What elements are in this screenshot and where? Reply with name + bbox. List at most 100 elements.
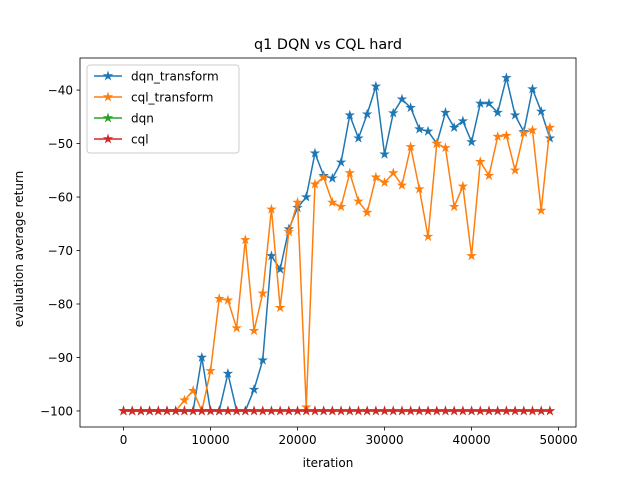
data-point-cql xyxy=(283,405,295,416)
data-point-cql-transform xyxy=(214,293,225,304)
data-point-cql-transform xyxy=(309,178,321,189)
data-point-cql xyxy=(509,405,521,416)
data-point-cql xyxy=(475,405,486,416)
y-tick-label: −70 xyxy=(48,244,73,258)
data-point-cql-transform xyxy=(370,171,382,182)
data-point-cql xyxy=(501,405,512,416)
data-point-cql xyxy=(535,405,547,416)
data-point-cql-transform xyxy=(318,171,329,182)
data-point-cql xyxy=(161,405,173,416)
data-point-cql xyxy=(379,405,390,416)
data-point-cql-transform xyxy=(431,138,443,149)
y-tick-label: −80 xyxy=(48,297,73,311)
data-point-dqn-transform xyxy=(248,384,260,395)
data-point-cql xyxy=(440,405,451,416)
data-point-cql xyxy=(213,405,225,416)
x-tick-label: 10000 xyxy=(191,433,229,447)
data-point-cql xyxy=(292,405,303,416)
data-point-cql xyxy=(118,405,129,416)
data-point-cql-transform xyxy=(501,130,512,140)
data-point-cql xyxy=(527,405,538,416)
data-point-dqn-transform xyxy=(196,351,208,362)
data-point-cql xyxy=(466,405,477,416)
data-point-dqn-transform xyxy=(301,191,312,202)
data-point-dqn-transform xyxy=(440,107,451,118)
data-point-dqn-transform xyxy=(405,102,416,113)
data-point-cql-transform xyxy=(483,170,495,181)
data-point-cql xyxy=(266,405,277,416)
data-point-dqn-transform xyxy=(327,172,338,183)
data-point-cql xyxy=(518,405,530,416)
data-point-cql-transform xyxy=(240,234,251,245)
legend-entry-dqn: dqn xyxy=(94,111,154,125)
data-point-cql xyxy=(457,405,469,416)
data-point-cql-transform xyxy=(466,250,477,261)
data-point-cql xyxy=(448,405,460,416)
data-point-cql xyxy=(405,405,416,416)
legend-marker-cql xyxy=(102,133,114,144)
data-point-dqn-transform xyxy=(396,93,408,104)
data-point-cql-transform xyxy=(448,201,460,212)
data-point-dqn-transform xyxy=(492,107,503,118)
data-point-cql xyxy=(135,405,147,416)
data-point-cql xyxy=(353,405,364,416)
data-point-cql xyxy=(222,405,234,416)
data-point-dqn-transform xyxy=(422,125,434,136)
data-point-cql-transform xyxy=(379,177,390,188)
data-point-cql xyxy=(301,405,312,416)
x-axis-label: iteration xyxy=(303,456,354,470)
legend-marker-dqn-transform xyxy=(102,70,114,81)
data-point-cql xyxy=(196,405,208,416)
data-point-cql xyxy=(414,405,425,416)
data-point-cql-transform xyxy=(274,302,286,313)
data-point-dqn-transform xyxy=(335,156,347,167)
legend-label-cql: cql xyxy=(131,132,149,146)
x-tick-label: 0 xyxy=(120,433,128,447)
series-line-dqn-transform xyxy=(123,77,551,412)
data-point-cql-transform xyxy=(179,394,190,405)
data-point-cql-transform xyxy=(388,167,399,178)
legend-label-cql-transform: cql_transform xyxy=(131,90,213,104)
data-point-cql xyxy=(396,405,408,416)
data-point-cql xyxy=(431,405,443,416)
data-point-cql-transform xyxy=(475,156,486,167)
data-point-cql-transform xyxy=(187,385,199,396)
legend-label-dqn-transform: dqn_transform xyxy=(131,69,219,83)
data-point-cql-transform xyxy=(283,226,295,237)
data-point-dqn-transform xyxy=(266,250,277,261)
data-point-cql-transform xyxy=(257,287,268,298)
x-tick-label: 20000 xyxy=(278,433,316,447)
data-point-cql xyxy=(388,405,399,416)
data-point-dqn-transform xyxy=(483,97,495,108)
data-point-dqn-transform xyxy=(414,123,425,134)
series-cql xyxy=(118,405,556,416)
data-point-cql-transform xyxy=(335,201,347,212)
data-point-dqn-transform xyxy=(527,83,538,94)
legend-entry-cql: cql xyxy=(94,132,149,146)
data-point-dqn-transform xyxy=(222,368,234,378)
chart-title: q1 DQN vs CQL hard xyxy=(254,37,402,53)
x-tick-label: 50000 xyxy=(540,433,578,447)
data-point-cql-transform xyxy=(544,122,556,132)
data-point-cql xyxy=(483,405,495,416)
data-point-cql xyxy=(492,405,503,416)
data-point-dqn-transform xyxy=(353,132,364,143)
data-point-cql xyxy=(179,405,190,416)
data-point-cql xyxy=(327,405,338,416)
data-point-dqn-transform xyxy=(448,122,460,132)
legend-marker-cql-transform xyxy=(102,91,114,102)
data-point-cql-transform xyxy=(527,124,538,135)
data-point-cql-transform xyxy=(248,325,260,336)
data-point-dqn-transform xyxy=(344,109,355,120)
data-point-cql-transform xyxy=(222,294,234,305)
data-point-cql-transform xyxy=(292,196,303,207)
data-point-cql-transform xyxy=(353,195,364,206)
data-point-dqn-transform xyxy=(379,148,390,159)
data-point-cql xyxy=(248,405,260,416)
data-point-cql-transform xyxy=(535,204,547,215)
data-point-cql-transform xyxy=(440,142,451,153)
y-tick-label: −60 xyxy=(48,190,73,204)
data-point-cql-transform xyxy=(344,167,355,178)
